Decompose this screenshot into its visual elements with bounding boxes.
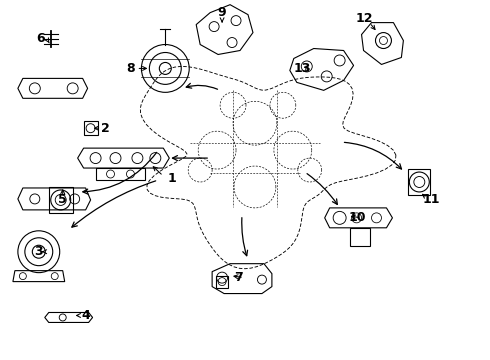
Bar (216, 276, 228, 288)
Bar (84, 121, 98, 135)
Text: 12: 12 (356, 12, 373, 25)
Text: 10: 10 (349, 211, 367, 224)
Text: 5: 5 (58, 193, 67, 206)
Text: 6: 6 (36, 32, 45, 45)
Text: 3: 3 (34, 245, 43, 258)
Text: 7: 7 (234, 271, 243, 284)
Text: 2: 2 (101, 122, 110, 135)
Text: 11: 11 (422, 193, 440, 206)
Text: 13: 13 (293, 62, 311, 75)
Bar (49, 187, 73, 213)
Text: 1: 1 (168, 171, 177, 185)
Text: 4: 4 (81, 309, 90, 322)
Bar (408, 169, 430, 195)
Text: 8: 8 (126, 62, 135, 75)
Text: 9: 9 (218, 6, 226, 19)
